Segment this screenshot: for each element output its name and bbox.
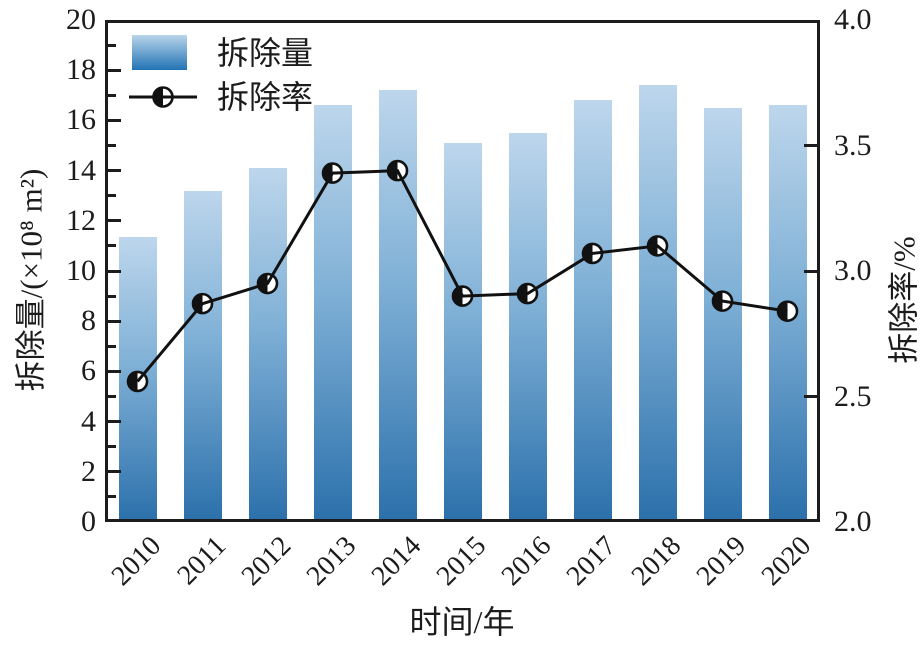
marker-2018 [646,235,669,257]
x-tick-label-2018: 2018 [625,530,687,592]
x-axis-title: 时间/年 [409,604,515,640]
y-right-tick-label-2.5: 2.5 [834,379,872,413]
marker-2012 [256,272,279,295]
marker-2013 [321,162,344,184]
legend-bar-swatch [132,35,187,70]
legend-label-line: 拆除率 [217,79,314,115]
marker-2014 [386,159,409,182]
y-left-minor-tick-5 [108,395,116,398]
y-left-minor-tick-17 [108,93,116,97]
y-left-major-tick-4 [108,420,121,424]
y-right-tick-label-2.0: 2.0 [834,505,872,538]
marker-2010 [126,370,149,393]
y-left-tick-label-6: 6 [81,354,96,388]
y-right-major-tick-3.5 [804,144,817,147]
marker-2011 [191,292,214,315]
y-left-tick-label-12: 12 [66,203,96,237]
y-right-major-tick-2.5 [804,395,817,398]
y-right-major-tick-3 [804,269,817,273]
bar-2017 [573,100,612,522]
bar-2019 [703,107,742,522]
legend-line-marker-icon [129,86,197,108]
y-left-minor-tick-15 [108,144,116,147]
y-left-major-tick-8 [108,319,121,323]
plot-area: 拆除量 拆除率 [105,20,820,522]
y-left-minor-tick-3 [108,445,116,449]
x-tick-label-2020: 2020 [755,530,817,592]
y-left-minor-tick-11 [108,244,116,248]
x-tick-label-2010: 2010 [105,530,167,592]
y-left-major-tick-2 [108,470,121,474]
bar-2018 [638,85,677,522]
y-left-major-tick-12 [108,219,121,223]
y-left-tick-label-16: 16 [66,103,96,137]
rate-line [136,169,788,383]
y-left-tick-label-2: 2 [81,454,96,488]
marker-2017 [581,242,604,265]
y-left-minor-tick-9 [108,294,116,298]
x-tick-label-2019: 2019 [690,530,752,592]
bar-2011 [183,190,222,522]
y-left-major-tick-14 [108,169,121,173]
y-right-tick-label-4.0: 4.0 [834,3,872,36]
legend-label-bar: 拆除量 [217,35,314,71]
y-left-tick-label-14: 14 [66,153,96,187]
y-left-minor-tick-19 [108,43,116,47]
y-left-tick-label-8: 8 [81,304,96,338]
y-left-major-tick-10 [108,269,121,273]
y-right-tick-label-3.0: 3.0 [834,254,872,287]
y-axis-right-title: 拆除率/% [886,236,922,364]
bar-2016 [508,132,547,522]
marker-2020 [776,300,799,322]
x-tick-label-2015: 2015 [430,530,492,592]
y-left-tick-label-18: 18 [66,53,96,87]
y-left-tick-label-10: 10 [66,254,96,287]
x-tick-label-2013: 2013 [300,530,362,592]
x-tick-label-2016: 2016 [495,530,557,592]
y-left-major-tick-16 [108,118,121,122]
y-left-minor-tick-13 [108,194,116,198]
y-left-major-tick-6 [108,369,121,373]
y-left-minor-tick-1 [108,495,116,499]
line-series [126,159,799,393]
marker-2019 [711,290,734,312]
y-left-tick-label-20: 20 [66,3,96,36]
y-left-minor-tick-7 [108,344,116,348]
x-tick-label-2012: 2012 [235,530,297,592]
x-tick-label-2011: 2011 [170,530,232,592]
x-tick-label-2017: 2017 [560,530,622,592]
x-tick-label-2014: 2014 [365,530,427,592]
y-left-major-tick-18 [108,68,121,72]
y-left-tick-label-0: 0 [81,505,96,538]
y-axis-left-title: 拆除量/(×10⁸ m²) [13,168,49,392]
y-left-tick-label-4: 4 [81,404,96,438]
marker-2016 [516,282,539,305]
bar-2015 [443,143,482,522]
bar-2012 [248,168,287,522]
marker-2015 [451,285,474,307]
y-right-tick-label-3.5: 3.5 [834,128,872,162]
